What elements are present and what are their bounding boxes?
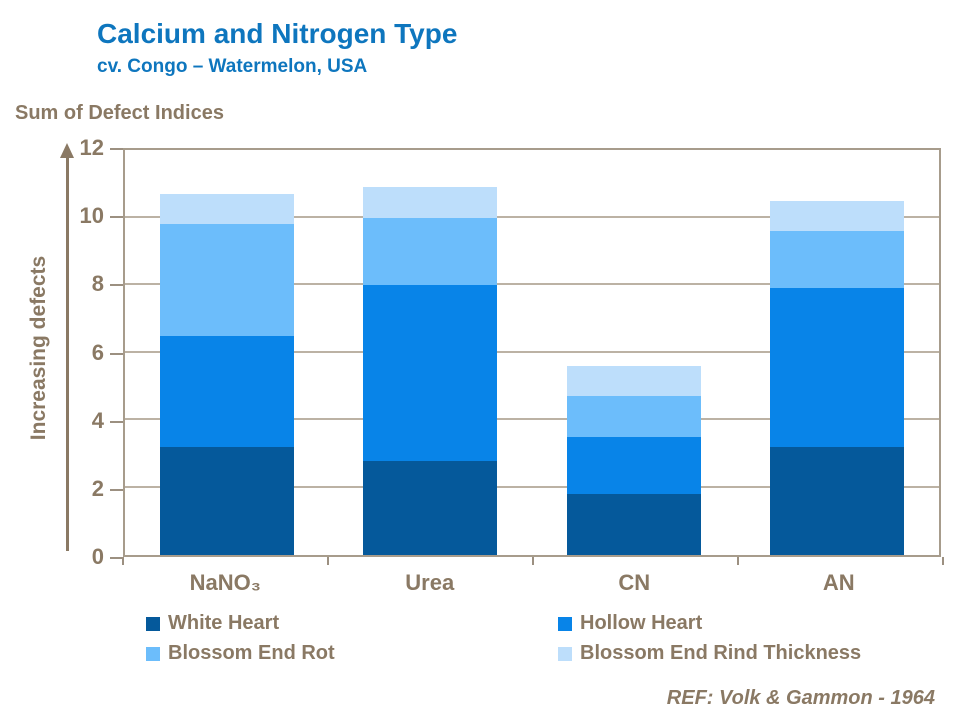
legend-label: Blossom End Rot (168, 642, 335, 664)
x-axis-tick-marks (122, 557, 944, 567)
x-axis-labels: NaNO₃ Urea CN AN (123, 570, 941, 596)
legend-item: Blossom End Rot (146, 642, 558, 665)
y-tick-mark (110, 148, 123, 150)
page-subtitle: cv. Congo – Watermelon, USA (97, 56, 368, 77)
y-tick-mark (110, 420, 123, 423)
bar-segment (566, 396, 701, 437)
bar-segment (566, 494, 701, 555)
stacked-bar (159, 193, 294, 555)
legend-item: Hollow Heart (558, 612, 861, 635)
y-tick-mark (110, 488, 123, 491)
bar-segment (566, 366, 701, 397)
x-tick-mark (942, 557, 944, 565)
stacked-bar (770, 200, 905, 555)
page-title: Calcium and Nitrogen Type (97, 18, 458, 49)
bar-slot (532, 150, 736, 555)
y-axis-arrow-line (66, 157, 69, 551)
gridline (125, 283, 939, 286)
bar-segment (363, 187, 498, 218)
y-tick-label: 10 (79, 203, 104, 229)
reference-note: REF: Volk & Gammon - 1964 (666, 687, 935, 709)
bar-slot (329, 150, 533, 555)
bar-segment (770, 447, 905, 555)
y-tick-label: 12 (79, 135, 104, 160)
y-axis-arrow-head-icon (60, 143, 74, 158)
legend-swatch-icon (558, 646, 572, 661)
legend-swatch-icon (146, 616, 160, 631)
legend-label: White Heart (168, 612, 280, 634)
bar-slot (736, 150, 940, 555)
y-axis-tick-marks (110, 148, 123, 559)
x-tick-mark (122, 557, 124, 565)
bar-segment (159, 335, 294, 447)
gridline (125, 418, 939, 421)
legend: White Heart Hollow Heart Blossom End Rot Bl… (146, 612, 861, 665)
legend-swatch-icon (146, 646, 160, 661)
bars-container (125, 150, 939, 555)
y-tick-mark (110, 352, 123, 355)
y-tick-mark (110, 284, 123, 287)
bar-segment (363, 217, 498, 285)
legend-swatch-icon (558, 616, 572, 631)
y-tick-label: 2 (91, 475, 104, 501)
y-tick-label: 6 (91, 339, 104, 365)
legend-item: Blossom End Rind Thickness (558, 642, 861, 665)
stacked-bar (363, 187, 498, 555)
bar-segment (770, 288, 905, 447)
plot-area (123, 148, 941, 557)
y-axis-title: Sum of Defect Indices (15, 102, 224, 124)
stacked-bar (566, 366, 701, 555)
x-tick-mark (327, 557, 329, 565)
x-tick-mark (532, 557, 534, 565)
bar-segment (566, 436, 701, 495)
bar-segment (159, 447, 294, 555)
bar-segment (159, 193, 294, 225)
y-tick-label: 4 (91, 407, 104, 433)
bar-segment (770, 231, 905, 289)
bar-segment (770, 200, 905, 232)
gridline (125, 350, 939, 353)
y-tick-mark (110, 557, 123, 559)
y-tick-label: 8 (91, 271, 104, 297)
category-label: CN (618, 570, 651, 595)
category-label: AN (822, 570, 855, 595)
category-label: NaNO₃ (189, 570, 261, 595)
legend-item: White Heart (146, 612, 558, 635)
bar-segment (159, 224, 294, 336)
bar-segment (363, 285, 498, 461)
bar-slot (125, 150, 329, 555)
gridline (125, 485, 939, 488)
y-tick-mark (110, 216, 123, 219)
category-label: Urea (405, 570, 455, 595)
gridline (125, 215, 939, 218)
legend-label: Blossom End Rind Thickness (580, 642, 862, 664)
legend-label: Hollow Heart (580, 612, 703, 634)
x-tick-mark (737, 557, 739, 565)
y-axis-tick-labels: 0 2 4 6 8 10 12 (48, 135, 104, 569)
y-tick-label: 0 (91, 544, 104, 569)
bar-segment (363, 460, 498, 555)
